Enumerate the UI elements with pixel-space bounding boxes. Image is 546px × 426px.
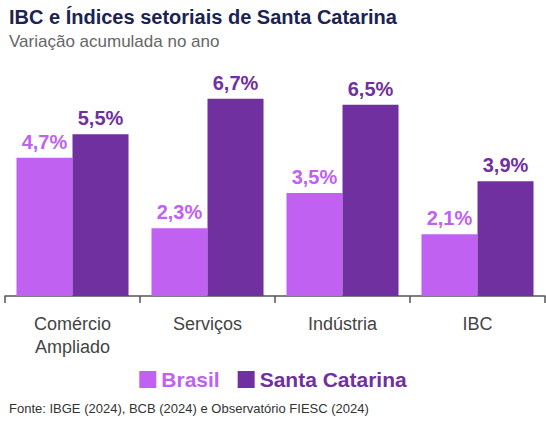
svg-text:3,9%: 3,9% [483,154,529,176]
svg-text:4,7%: 4,7% [22,131,68,153]
svg-text:5,5%: 5,5% [78,107,124,129]
svg-text:Indústria: Indústria [308,314,378,334]
svg-text:IBC: IBC [462,314,492,334]
svg-text:IBC e Índices setoriais de San: IBC e Índices setoriais de Santa Catarin… [9,6,398,28]
svg-text:2,3%: 2,3% [157,201,203,223]
svg-text:Variação acumulada no ano: Variação acumulada no ano [9,32,219,51]
svg-text:Fonte: IBGE (2024), BCB (2024): Fonte: IBGE (2024), BCB (2024) e Observa… [9,401,369,416]
svg-text:6,5%: 6,5% [348,78,394,100]
svg-text:2,1%: 2,1% [427,207,473,229]
svg-text:Ampliado: Ampliado [35,337,110,357]
svg-text:Comércio: Comércio [34,314,111,334]
svg-text:6,7%: 6,7% [213,72,259,94]
svg-text:Santa Catarina: Santa Catarina [260,368,407,391]
svg-text:3,5%: 3,5% [292,166,338,188]
svg-text:Brasil: Brasil [161,368,219,391]
svg-text:Serviços: Serviços [173,314,242,334]
